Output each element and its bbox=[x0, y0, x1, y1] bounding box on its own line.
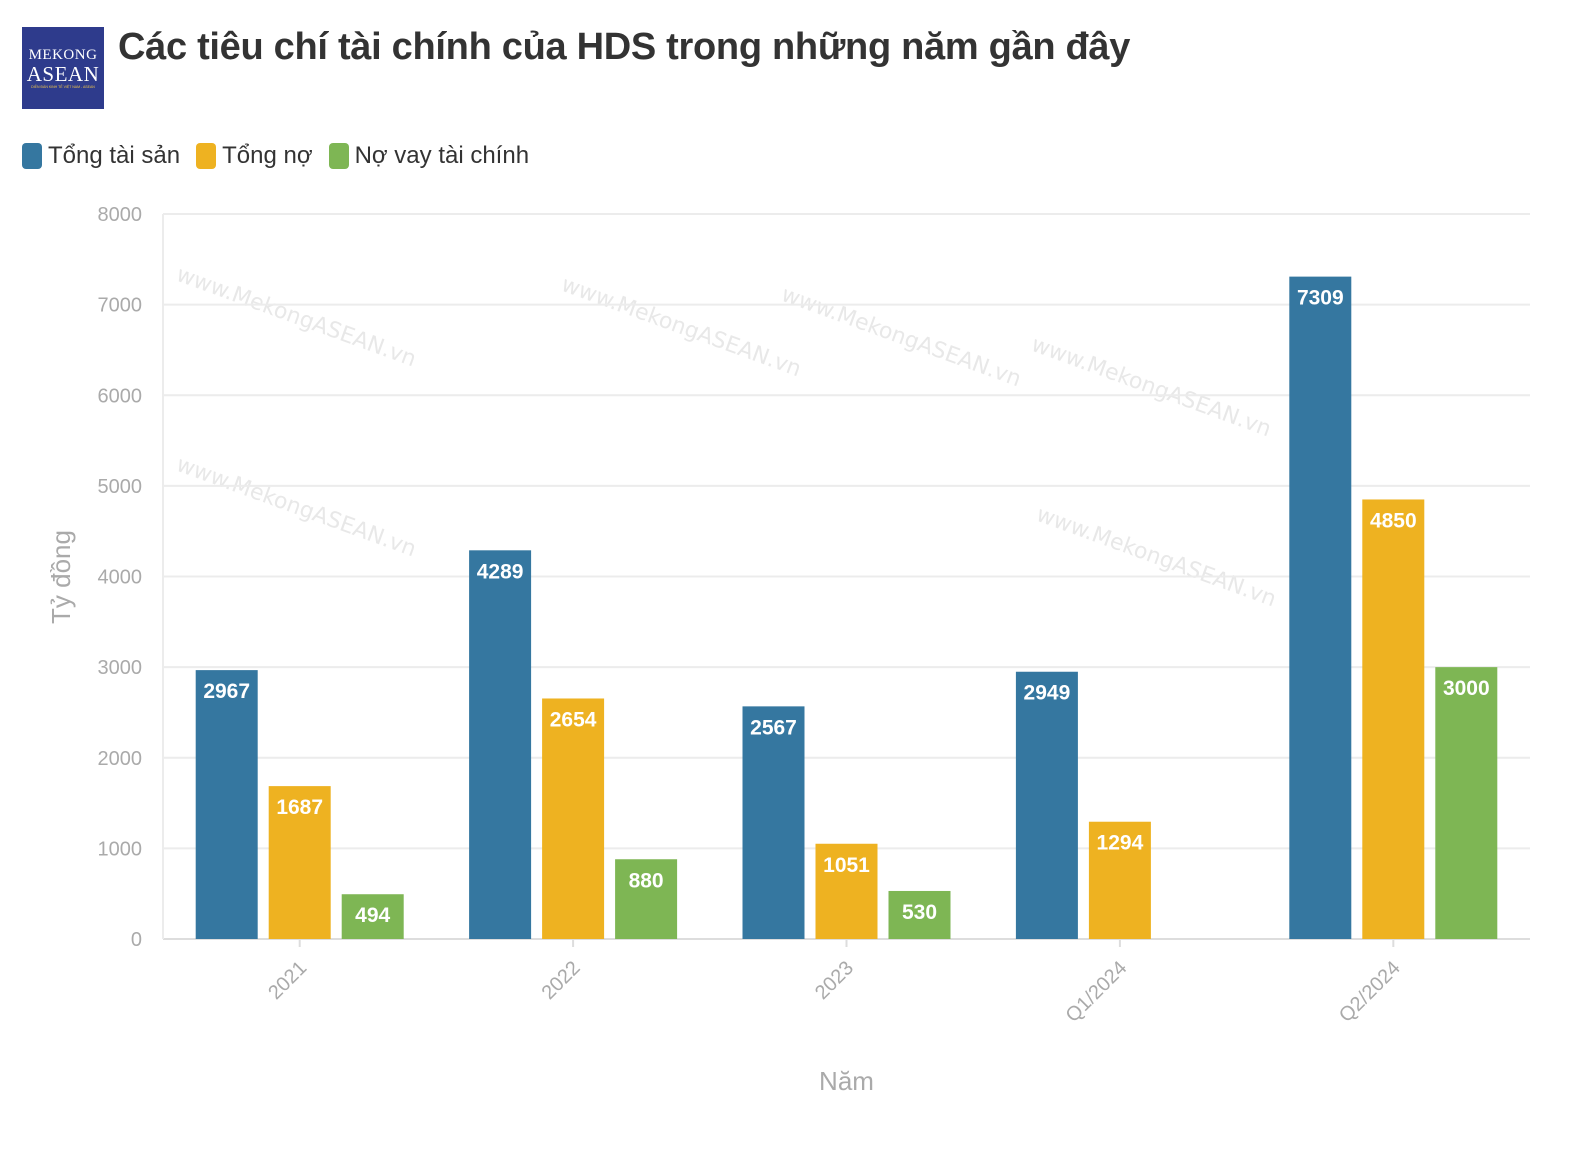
data-label: 4289 bbox=[477, 560, 524, 583]
data-label: 530 bbox=[902, 901, 937, 924]
legend-swatch bbox=[22, 143, 42, 169]
x-tick-label: Q1/2024 bbox=[1062, 957, 1132, 1027]
data-label: 3000 bbox=[1443, 677, 1490, 700]
x-axis-title: Năm bbox=[819, 1066, 874, 1096]
logo-line1: MEKONG bbox=[28, 47, 98, 63]
bar bbox=[268, 786, 331, 939]
y-tick-label: 8000 bbox=[98, 204, 143, 226]
y-axis-title: Tỷ đồng bbox=[46, 530, 76, 624]
legend-swatch bbox=[328, 143, 349, 169]
bar bbox=[615, 859, 678, 939]
watermark-text: www.MekongASEAN.vn bbox=[1033, 502, 1279, 612]
data-label: 2949 bbox=[1024, 682, 1071, 705]
watermark-text: www.MekongASEAN.vn bbox=[173, 452, 419, 562]
legend-label: Nợ vay tài chính bbox=[354, 142, 530, 169]
bar bbox=[469, 550, 532, 939]
bar bbox=[1088, 821, 1151, 939]
y-tick-label: 6000 bbox=[98, 385, 143, 407]
data-label: 494 bbox=[355, 904, 390, 927]
data-label: 2967 bbox=[203, 680, 250, 703]
y-tick-label: 4000 bbox=[98, 567, 143, 589]
x-tick-label: 2021 bbox=[264, 957, 311, 1004]
data-label: 1687 bbox=[276, 796, 323, 819]
watermark-text: www.MekongASEAN.vn bbox=[778, 282, 1024, 392]
chart-title: Các tiêu chí tài chính của HDS trong nhữ… bbox=[118, 26, 1131, 68]
legend-swatch bbox=[196, 143, 217, 169]
legend-item-tong-tai-san[interactable]: Tổng tài sản bbox=[22, 142, 180, 170]
bar bbox=[341, 894, 404, 939]
bar bbox=[888, 890, 951, 939]
logo-line3: DIỄN ĐÀN KINH TẾ VIỆT NAM - ASEAN bbox=[31, 85, 95, 89]
data-label: 880 bbox=[629, 869, 664, 892]
data-label: 7309 bbox=[1297, 287, 1344, 310]
legend: Tổng tài sản Tổng nợ Nợ vay tài chính bbox=[22, 142, 545, 170]
watermark-text: www.MekongASEAN.vn bbox=[173, 262, 419, 372]
bar bbox=[542, 698, 605, 939]
bar bbox=[1015, 671, 1078, 939]
data-label: 1051 bbox=[823, 854, 870, 877]
y-tick-label: 5000 bbox=[98, 476, 143, 498]
y-tick-label: 1000 bbox=[98, 838, 143, 860]
logo-line2: ASEAN bbox=[26, 62, 100, 86]
data-label: 4850 bbox=[1370, 509, 1417, 532]
bar bbox=[1289, 276, 1352, 939]
bar bbox=[1435, 667, 1498, 939]
watermark-text: www.MekongASEAN.vn bbox=[558, 272, 804, 382]
mekong-asean-logo: MEKONG ASEAN DIỄN ĐÀN KINH TẾ VIỆT NAM -… bbox=[22, 27, 104, 109]
bar bbox=[742, 706, 805, 939]
legend-label: Tổng nợ bbox=[222, 142, 313, 169]
y-tick-label: 2000 bbox=[98, 748, 143, 770]
x-tick-label: Q2/2024 bbox=[1335, 957, 1405, 1027]
y-tick-label: 7000 bbox=[98, 295, 143, 317]
legend-label: Tổng tài sản bbox=[48, 142, 181, 169]
x-tick-label: 2022 bbox=[538, 957, 585, 1004]
x-tick-label: 2023 bbox=[811, 957, 858, 1004]
y-tick-label: 3000 bbox=[98, 657, 143, 679]
bar bbox=[195, 670, 258, 939]
bar bbox=[1362, 499, 1425, 939]
y-tick-label: 0 bbox=[131, 929, 142, 951]
data-label: 1294 bbox=[1097, 832, 1144, 855]
bar bbox=[815, 843, 878, 939]
data-label: 2654 bbox=[550, 708, 597, 731]
watermark-text: www.MekongASEAN.vn bbox=[1028, 332, 1274, 442]
legend-item-tong-no[interactable]: Tổng nợ bbox=[196, 142, 313, 170]
legend-item-no-vay-tai-chinh[interactable]: Nợ vay tài chính bbox=[328, 142, 530, 170]
data-label: 2567 bbox=[750, 716, 797, 739]
